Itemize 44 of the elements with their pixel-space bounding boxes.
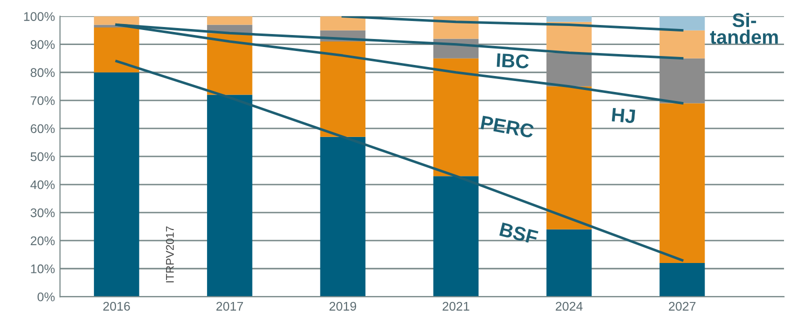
y-tick-label: 70%	[30, 96, 55, 106]
bar	[660, 58, 705, 104]
text: PERC	[480, 116, 534, 138]
bar	[660, 30, 705, 58]
y-tick-label: 40%	[30, 180, 55, 190]
series-label: IBC	[496, 53, 530, 69]
x-tick-label: 2019	[330, 302, 356, 311]
bar	[94, 72, 140, 297]
bar	[660, 103, 705, 264]
text: BSF	[499, 222, 538, 245]
y-tick-label: 10%	[31, 264, 55, 274]
bar	[546, 16, 592, 22]
y-tick-label: 80%	[30, 68, 55, 78]
y-tick-label: 90%	[30, 40, 55, 49]
annotation: ITRPV2017	[166, 226, 174, 282]
bar	[207, 33, 252, 95]
bar	[320, 136, 366, 297]
bar	[660, 16, 705, 30]
bar	[546, 229, 592, 297]
bar	[660, 263, 705, 297]
bar	[433, 58, 479, 176]
bar	[320, 42, 366, 137]
x-tick-label: 2024	[556, 302, 583, 311]
bar	[320, 16, 366, 30]
y-tick-label: 0%	[38, 292, 55, 302]
bar	[94, 16, 140, 25]
line-series	[342, 16, 684, 32]
bar	[207, 16, 252, 25]
x-tick-label: 2016	[103, 302, 130, 311]
bar	[546, 86, 592, 230]
series-label: Si- tandem	[710, 12, 778, 44]
series-label: HJ	[612, 108, 636, 124]
bar	[546, 52, 592, 86]
y-tick-label: 20%	[30, 236, 55, 246]
y-tick-label: 50%	[30, 152, 55, 162]
y-tick-label: 60%	[30, 124, 55, 134]
x-tick-label: 2017	[216, 302, 243, 311]
x-tick-label: 2021	[442, 302, 470, 311]
y-tick-label: 30%	[30, 208, 55, 218]
x-tick-label: 2027	[668, 302, 696, 311]
bar	[207, 94, 252, 297]
bar	[94, 28, 140, 72]
bar	[433, 176, 479, 297]
y-tick-label: 100%	[24, 12, 55, 21]
